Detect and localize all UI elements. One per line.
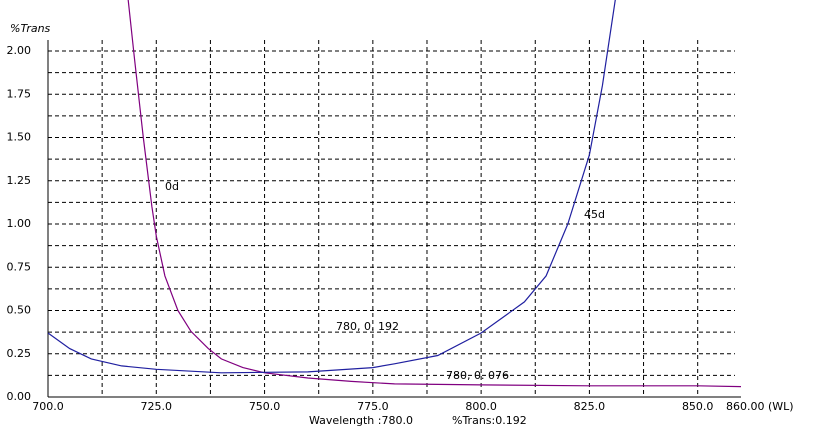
x-tick-label: 725.0	[141, 400, 173, 413]
x-tick-label: 800.0	[465, 400, 497, 413]
y-tick-label: 1.75	[7, 87, 32, 100]
x-tick-label: 775.0	[357, 400, 389, 413]
y-tick-label: 1.50	[7, 131, 32, 144]
y-tick-label: 1.00	[7, 217, 32, 230]
x-tick-label: 850.0	[682, 400, 714, 413]
y-tick-label: 1.25	[7, 174, 32, 187]
series-label: 45d	[584, 208, 605, 221]
annotation: 780, 0. 192	[336, 320, 399, 333]
x-tick-label: 700.0	[32, 400, 64, 413]
grid	[48, 40, 735, 397]
plot	[48, 0, 742, 388]
x-tick-label: 750.0	[249, 400, 281, 413]
series-label: 0d	[165, 180, 179, 193]
series-line	[48, 0, 616, 374]
y-axis-label: %Trans	[10, 22, 51, 35]
y-tick-label: 0.75	[7, 260, 32, 273]
status-trans: %Trans:0.192	[452, 414, 527, 427]
series-line	[127, 0, 742, 388]
y-tick-label: 0.50	[7, 304, 32, 317]
x-tick-label: 825.0	[574, 400, 606, 413]
annotation: 780, 0. 076	[446, 369, 509, 382]
x-tick-label: 860.00 (WL)	[726, 400, 794, 413]
status-wavelength: Wavelength :780.0	[309, 414, 413, 427]
y-tick-label: 2.00	[7, 44, 32, 57]
y-tick-label: 0.25	[7, 347, 32, 360]
y-tick-label: 0.00	[7, 390, 32, 403]
